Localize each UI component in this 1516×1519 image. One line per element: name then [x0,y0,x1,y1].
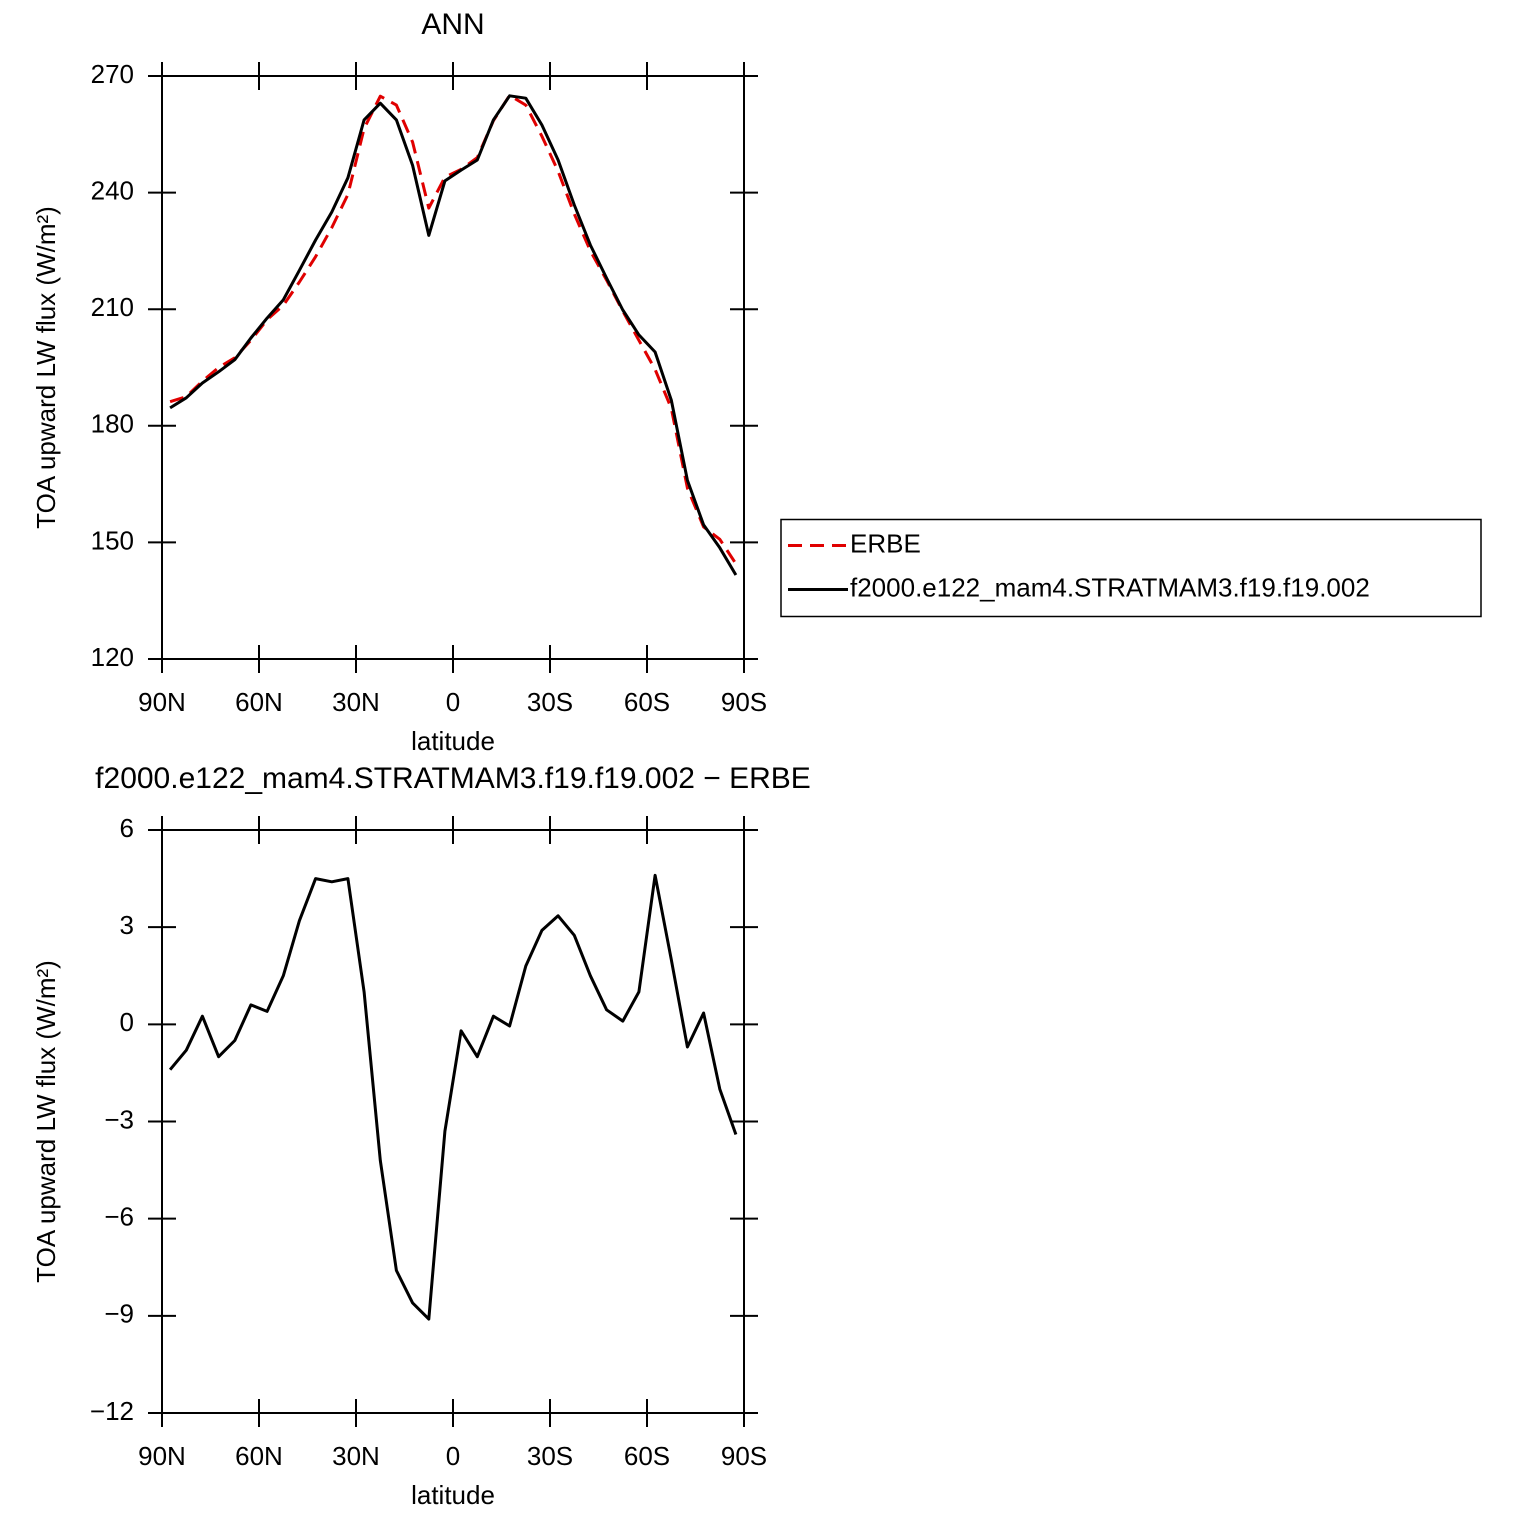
x-tick-label: 90N [138,1441,186,1471]
legend-box [780,518,1482,618]
y-tick-label: 210 [91,292,134,322]
x-tick-label: 30S [527,1441,573,1471]
y-tick-label: −9 [104,1299,134,1329]
y-tick-label: 6 [120,813,134,843]
x-tick-label: 30S [527,687,573,717]
chart-title: ANN [421,8,484,41]
y-tick-label: −6 [104,1202,134,1232]
plot-frame [161,829,745,1414]
x-tick-label: 0 [446,1441,460,1471]
x-tick-label: 60N [235,1441,283,1471]
y-tick-label: 3 [120,910,134,940]
data-line [169,93,738,565]
y-axis-label: TOA upward LW flux (W/m²) [31,206,61,529]
x-tick-label: 90S [721,687,767,717]
x-tick-label: 30N [332,687,380,717]
plot-frame [161,75,745,660]
data-line [168,873,738,1321]
legend-label: f2000.e122_mam4.STRATMAM3.f19.f19.002 [850,572,1370,602]
chart-title: f2000.e122_mam4.STRATMAM3.f19.f19.002 − … [95,762,811,795]
x-tick-label: 60S [624,1441,670,1471]
y-tick-label: 120 [91,642,134,672]
x-axis-label: latitude [411,726,495,756]
x-tick-label: 90N [138,687,186,717]
x-tick-label: 0 [446,687,460,717]
data-line [169,94,738,576]
y-tick-label: 180 [91,409,134,439]
x-tick-label: 60S [624,687,670,717]
y-tick-label: 240 [91,175,134,205]
x-tick-label: 60N [235,687,283,717]
y-tick-label: 150 [91,525,134,555]
y-tick-label: −12 [90,1396,134,1426]
y-tick-label: 0 [120,1007,134,1037]
x-tick-label: 30N [332,1441,380,1471]
x-axis-label: latitude [411,1480,495,1510]
y-axis-label: TOA upward LW flux (W/m²) [31,960,61,1283]
y-tick-label: 270 [91,59,134,89]
y-tick-label: −3 [104,1104,134,1134]
legend-label: ERBE [850,528,921,558]
x-tick-label: 90S [721,1441,767,1471]
